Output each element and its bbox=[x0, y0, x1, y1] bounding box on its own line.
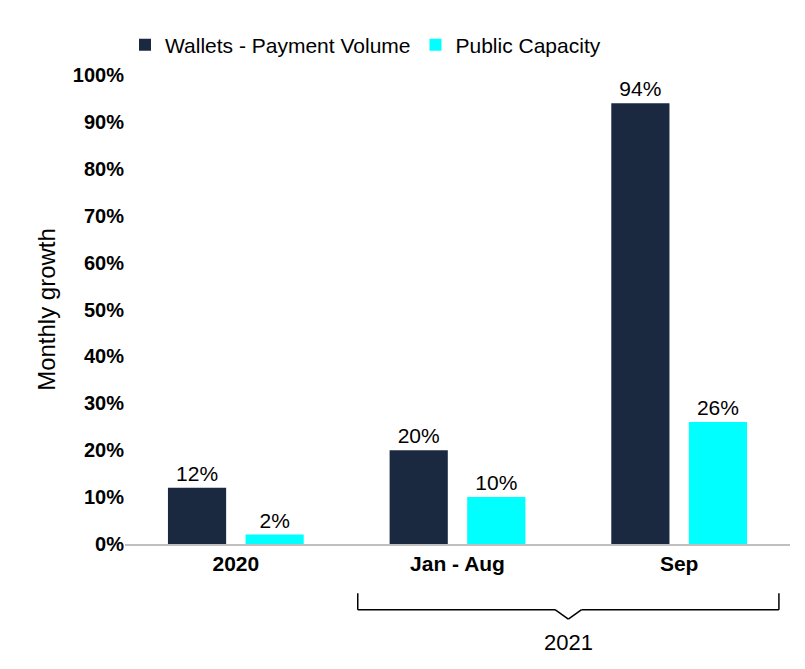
svg-text:80%: 80% bbox=[84, 158, 124, 180]
svg-text:20%: 20% bbox=[84, 439, 124, 461]
svg-text:Monthly growth: Monthly growth bbox=[33, 228, 60, 391]
svg-text:Sep: Sep bbox=[660, 552, 699, 575]
svg-text:2021: 2021 bbox=[544, 630, 593, 655]
svg-text:Jan - Aug: Jan - Aug bbox=[410, 552, 505, 575]
svg-text:10%: 10% bbox=[475, 471, 517, 494]
svg-text:Wallets - Payment Volume: Wallets - Payment Volume bbox=[165, 34, 410, 57]
svg-text:40%: 40% bbox=[84, 345, 124, 367]
svg-text:0%: 0% bbox=[95, 533, 124, 555]
svg-text:2020: 2020 bbox=[212, 552, 259, 575]
svg-text:10%: 10% bbox=[84, 486, 124, 508]
svg-text:Public Capacity: Public Capacity bbox=[455, 34, 600, 57]
svg-text:50%: 50% bbox=[84, 299, 124, 321]
svg-text:20%: 20% bbox=[398, 424, 440, 447]
svg-text:26%: 26% bbox=[697, 396, 739, 419]
svg-text:2%: 2% bbox=[259, 509, 289, 532]
svg-text:94%: 94% bbox=[619, 77, 661, 100]
svg-text:70%: 70% bbox=[84, 205, 124, 227]
svg-text:30%: 30% bbox=[84, 392, 124, 414]
svg-text:100%: 100% bbox=[73, 64, 124, 86]
svg-text:90%: 90% bbox=[84, 111, 124, 133]
svg-text:12%: 12% bbox=[176, 462, 218, 485]
svg-text:60%: 60% bbox=[84, 252, 124, 274]
